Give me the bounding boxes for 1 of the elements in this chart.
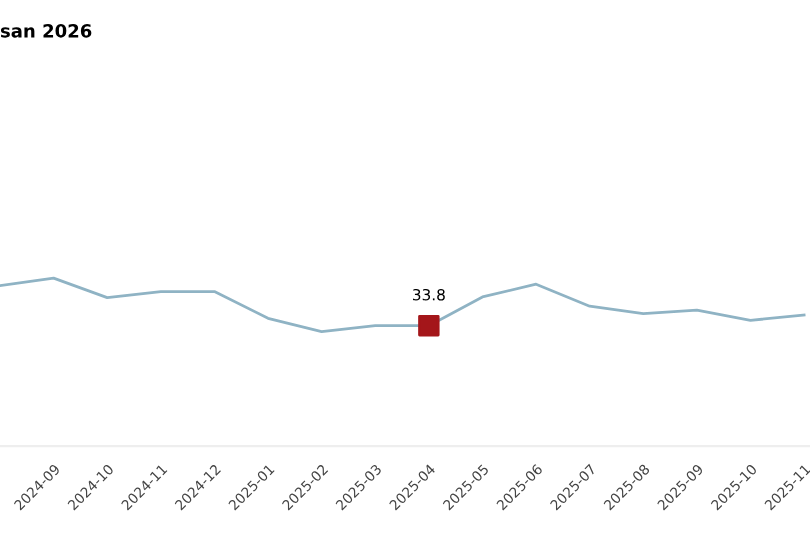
chart-title: san 2026 bbox=[0, 23, 92, 38]
